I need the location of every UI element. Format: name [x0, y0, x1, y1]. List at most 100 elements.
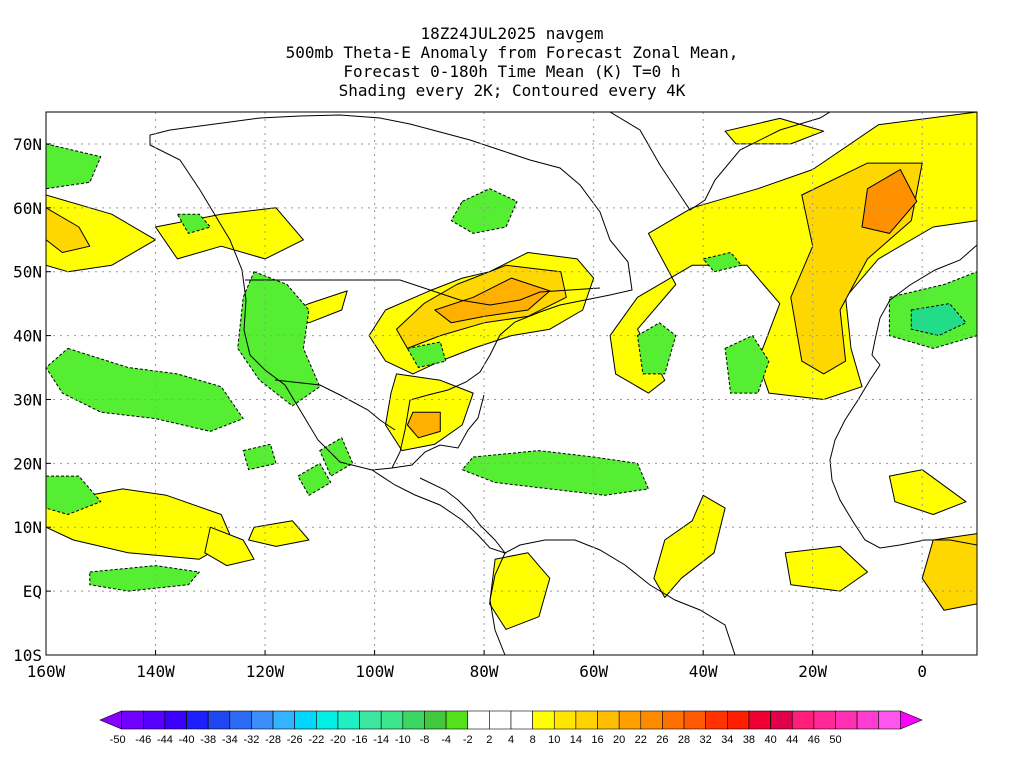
colorbar-cell [207, 710, 231, 730]
lat-tick-label: 10S [13, 646, 42, 665]
colorbar-label: 28 [678, 734, 690, 746]
europe-coastline [871, 244, 977, 366]
colorbar-cell [359, 710, 382, 730]
colorbar-cell [467, 710, 490, 730]
colorbar-cell [272, 710, 295, 730]
graticule [46, 112, 977, 655]
colorbar-cell [251, 710, 274, 730]
colorbar-cell [316, 710, 339, 730]
lat-tick-label: 30N [13, 390, 42, 409]
south-america-coastline [489, 539, 736, 655]
negative-anomaly-region [46, 347, 244, 432]
colorbar-label: -38 [200, 734, 216, 746]
lat-tick-label: 60N [13, 199, 42, 218]
colorbar-label: -40 [179, 734, 195, 746]
colorbar-label: 46 [808, 734, 820, 746]
colorbar-label: -44 [157, 734, 173, 746]
lon-tick-label: 20W [798, 662, 827, 681]
title-line-3: Forecast 0-180h Time Mean (K) T=0 h [343, 62, 681, 81]
colorbar-label: -46 [135, 734, 151, 746]
colorbar-cell [618, 710, 642, 730]
colorbar-cell [229, 710, 252, 730]
colorbar-cell [727, 710, 750, 730]
lat-tick-label: 10N [13, 518, 42, 537]
colorbar-label: 4 [508, 734, 514, 746]
colorbar-cell [683, 710, 706, 730]
negative-anomaly-region [702, 252, 742, 273]
lat-tick-label: 40N [13, 327, 42, 346]
positive-anomaly-region [406, 411, 441, 439]
lon-tick-label: 40W [689, 662, 718, 681]
lon-tick-label: 100W [355, 662, 394, 681]
negative-anomaly-region [461, 450, 649, 496]
colorbar-cell [164, 710, 187, 730]
colorbar-cell [597, 710, 620, 730]
colorbar-label: -2 [463, 734, 473, 746]
chart-title: 18Z24JUL2025 navgem 500mb Theta-E Anomal… [0, 24, 1024, 100]
colorbar-label: 2 [486, 734, 492, 746]
colorbar-label: 10 [548, 734, 560, 746]
colorbar-cell [424, 710, 447, 730]
title-line-2: 500mb Theta-E Anomaly from Forecast Zona… [285, 43, 739, 62]
us-canada-border [245, 279, 601, 306]
negative-anomaly-region [724, 335, 770, 394]
colorbar-label: 32 [700, 734, 712, 746]
colorbar: -50 -46 -44 -40 -38 -34 -32 -28 -26 -22 -20 -16 -14-… [99, 710, 923, 746]
positive-anomaly-region [46, 207, 91, 253]
lon-tick-label: 0 [917, 662, 927, 681]
colorbar-cell [99, 710, 122, 730]
negative-anomaly-region [319, 437, 354, 477]
negative-anomaly-region [297, 462, 332, 496]
greenland-coastline [609, 112, 831, 211]
africa-coastline [829, 364, 977, 549]
colorbar-cell [835, 710, 858, 730]
gulf-coast [391, 394, 485, 469]
colorbar-label: -16 [352, 734, 368, 746]
colorbar-cell [640, 710, 663, 730]
colorbar-cell [748, 710, 771, 730]
colorbar-cell [662, 710, 685, 730]
negative-anomaly-region [176, 213, 211, 234]
negative-anomaly-region [46, 143, 102, 190]
colorbar-label: -26 [287, 734, 303, 746]
colorbar-cell [813, 710, 836, 730]
colorbar-label: 44 [786, 734, 798, 746]
colorbar-cell [294, 710, 317, 730]
colorbar-label: -20 [330, 734, 346, 746]
colorbar-label: -34 [222, 734, 238, 746]
colorbar-cell [489, 710, 512, 730]
lon-tick-label: 120W [246, 662, 285, 681]
positive-anomaly-region [861, 169, 918, 234]
colorbar-label: -8 [420, 734, 430, 746]
colorbar-label: -4 [441, 734, 451, 746]
positive-anomaly-region [46, 194, 156, 273]
positive-anomaly-region [888, 469, 967, 515]
axis-ticks: 160W 140W 120W 100W 80W 60W 40W 20W 0 70N 60N 50N 40… [13, 135, 927, 681]
colorbar-label: 22 [635, 734, 647, 746]
colorbar-cell [770, 710, 793, 730]
colorbar-cell [402, 710, 425, 730]
colorbar-label: 34 [721, 734, 733, 746]
negative-anomaly-region [46, 475, 102, 515]
negative-anomaly-region [637, 322, 677, 375]
colorbar-label: -50 [110, 734, 126, 746]
lon-tick-label: 60W [579, 662, 608, 681]
colorbar-cell [791, 710, 815, 730]
colorbar-cell [445, 710, 469, 730]
lon-tick-label: 80W [470, 662, 499, 681]
negative-anomaly-region [242, 443, 277, 471]
colorbar-label: 50 [829, 734, 841, 746]
colorbar-label: -28 [265, 734, 281, 746]
coastlines [149, 112, 977, 655]
colorbar-cell [186, 710, 209, 730]
lat-tick-label: 20N [13, 454, 42, 473]
central-america-coastline [371, 469, 507, 554]
negative-anomaly-region [89, 565, 200, 592]
lon-tick-label: 140W [136, 662, 175, 681]
weather-map: 160W 140W 120W 100W 80W 60W 40W 20W 0 70N 60N 50N 40… [13, 111, 978, 681]
map-frame [45, 111, 978, 656]
colorbar-cell [532, 710, 555, 730]
title-line-4: Shading every 2K; Contoured every 4K [338, 81, 686, 100]
colorbar-label: 8 [530, 734, 536, 746]
negative-anomaly-region [406, 341, 447, 368]
